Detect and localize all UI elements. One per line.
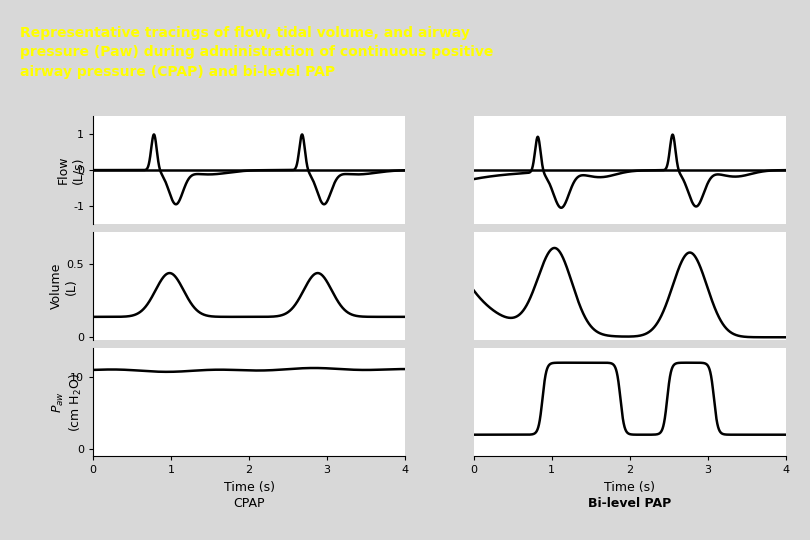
Text: Representative tracings of flow, tidal volume, and airway
pressure (Paw) during : Representative tracings of flow, tidal v…: [20, 26, 493, 79]
Text: Time (s): Time (s): [604, 481, 655, 494]
Y-axis label: $P_{aw}$
(cm H$_2$O): $P_{aw}$ (cm H$_2$O): [50, 373, 84, 432]
Text: Bi-level PAP: Bi-level PAP: [588, 497, 671, 510]
Text: Time (s): Time (s): [224, 481, 275, 494]
Text: CPAP: CPAP: [233, 497, 265, 510]
Y-axis label: Volume
(L): Volume (L): [49, 263, 78, 309]
Y-axis label: Flow
(L/s): Flow (L/s): [57, 156, 84, 184]
